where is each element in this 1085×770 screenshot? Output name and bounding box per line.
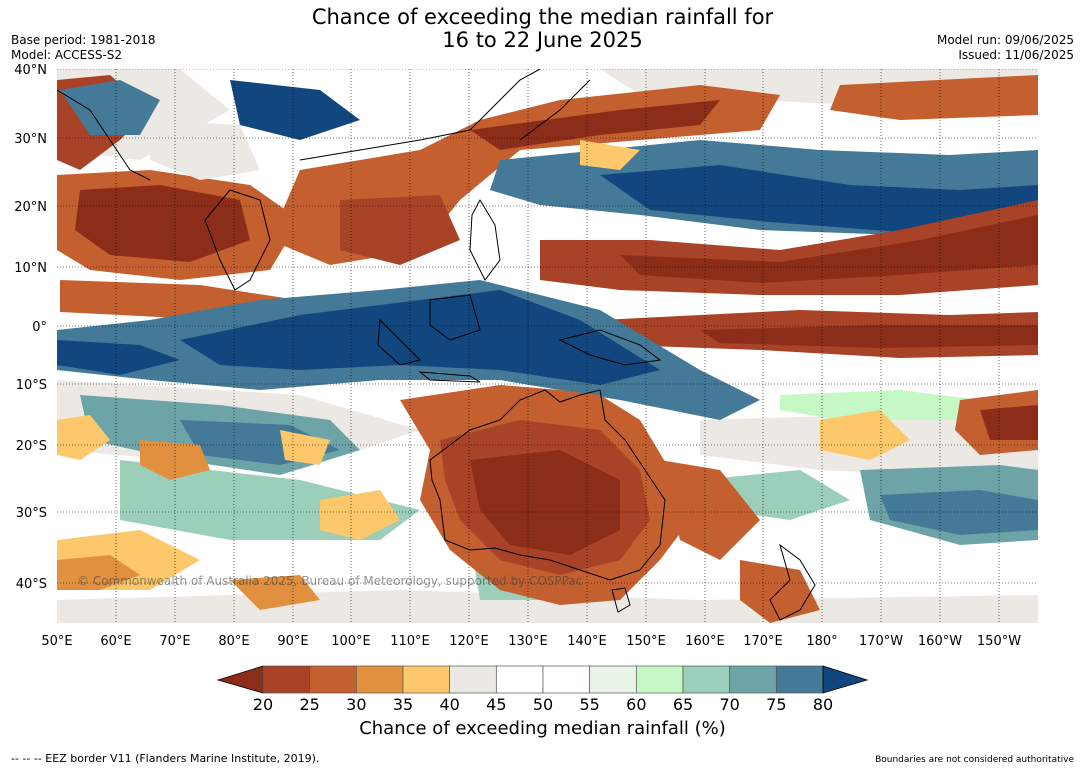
lon-label: 180° bbox=[806, 634, 837, 649]
longitude-labels: 50°E 60°E 70°E 80°E 90°E 100°E 110°E 120… bbox=[41, 634, 1021, 649]
japan-coastline bbox=[519, 79, 591, 141]
lat-label: 30°N bbox=[14, 132, 47, 147]
lon-label: 90°E bbox=[277, 634, 308, 649]
lon-label: 170°W bbox=[859, 634, 903, 649]
lat-label: 20°N bbox=[14, 200, 47, 215]
lon-label: 70°E bbox=[159, 634, 190, 649]
colorbar-band bbox=[355, 665, 404, 694]
sumatra-coastline bbox=[377, 318, 421, 366]
copyright-watermark: © Commonwealth of Australia 2025, Bureau… bbox=[77, 574, 583, 588]
colorbar-band bbox=[589, 665, 637, 694]
lon-label: 120°E bbox=[449, 634, 489, 649]
eez-border-note: -- -- -- EEZ border V11 (Flanders Marine… bbox=[11, 752, 320, 765]
colorbar-tick-label: 25 bbox=[299, 695, 319, 714]
model-run-text: Model run: 09/06/2025 bbox=[936, 33, 1074, 47]
colorbar-band bbox=[775, 665, 824, 694]
lon-label: 50°E bbox=[41, 634, 72, 649]
issued-text: Issued: 11/06/2025 bbox=[958, 48, 1074, 62]
colorbar-tick-label: 40 bbox=[439, 695, 459, 714]
lon-label: 160°W bbox=[918, 634, 962, 649]
map-panel bbox=[57, 69, 1038, 623]
colorbar-high-arrow bbox=[822, 665, 869, 694]
colorbar-tick-label: 65 bbox=[673, 695, 693, 714]
colorbar-band bbox=[449, 665, 497, 694]
coastlines bbox=[57, 69, 816, 621]
borneo-coastline bbox=[429, 294, 481, 341]
lon-label: 160°E bbox=[685, 634, 725, 649]
tasmania-coastline bbox=[611, 587, 631, 613]
colorbar-tick-label: 60 bbox=[626, 695, 646, 714]
colorbar-band bbox=[729, 665, 777, 694]
latitude-labels: 40°N 30°N 20°N 10°N 0° 10°S 20°S 30°S 40… bbox=[14, 63, 47, 592]
lat-label: 40°N bbox=[14, 63, 47, 78]
lat-label: 0° bbox=[32, 320, 47, 335]
colorbar-tick-label: 80 bbox=[813, 695, 833, 714]
colorbar-title: Chance of exceeding median rainfall (%) bbox=[359, 718, 726, 739]
lat-label: 40°S bbox=[16, 577, 47, 592]
lat-label: 10°N bbox=[14, 261, 47, 276]
australia-coastline bbox=[429, 389, 666, 581]
colorbar-band bbox=[635, 665, 684, 694]
lon-label: 130°E bbox=[508, 634, 548, 649]
lon-label: 80°E bbox=[218, 634, 249, 649]
lat-label: 30°S bbox=[16, 506, 47, 521]
lon-label: 150°W bbox=[977, 634, 1021, 649]
lon-label: 60°E bbox=[100, 634, 131, 649]
colorbar-tick-label: 20 bbox=[253, 695, 273, 714]
colorbar-low-arrow bbox=[216, 665, 264, 694]
new-zealand-coastline bbox=[769, 543, 816, 621]
colorbar-band bbox=[402, 665, 451, 694]
colorbar: 20 25 30 35 40 45 50 55 60 65 70 75 80 bbox=[216, 665, 869, 714]
colorbar-band bbox=[542, 665, 591, 694]
colorbar-tick-label: 70 bbox=[719, 695, 739, 714]
lon-label: 140°E bbox=[567, 634, 607, 649]
map-title-line1: Chance of exceeding the median rainfall … bbox=[311, 5, 774, 29]
lon-label: 100°E bbox=[331, 634, 371, 649]
lon-label: 110°E bbox=[390, 634, 430, 649]
colorbar-tick-label: 35 bbox=[393, 695, 413, 714]
graticule bbox=[57, 69, 1038, 623]
colorbar-tick-label: 45 bbox=[486, 695, 506, 714]
colorbar-band bbox=[309, 665, 357, 694]
base-period-text: Base period: 1981-2018 bbox=[11, 33, 156, 47]
philippines-coastline bbox=[469, 198, 501, 281]
arabia-coastline bbox=[57, 89, 151, 181]
colorbar-tick-label: 50 bbox=[533, 695, 553, 714]
colorbar-band bbox=[495, 665, 544, 694]
colorbar-band bbox=[262, 665, 311, 694]
rainfall-field bbox=[57, 69, 1038, 623]
model-text: Model: ACCESS-S2 bbox=[11, 48, 123, 62]
india-coastline bbox=[204, 189, 271, 291]
colorbar-tick-label: 55 bbox=[579, 695, 599, 714]
colorbar-tick-label: 75 bbox=[766, 695, 786, 714]
colorbar-tick-label: 30 bbox=[346, 695, 366, 714]
lat-label: 10°S bbox=[16, 378, 47, 393]
lon-label: 170°E bbox=[743, 634, 783, 649]
boundaries-disclaimer: Boundaries are not considered authoritat… bbox=[875, 755, 1074, 765]
new-guinea-coastline bbox=[558, 329, 662, 366]
lon-label: 150°E bbox=[626, 634, 666, 649]
lat-label: 20°S bbox=[16, 439, 47, 454]
map-title-line2: 16 to 22 June 2025 bbox=[442, 28, 643, 52]
java-coastline bbox=[418, 371, 481, 383]
colorbar-band bbox=[682, 665, 731, 694]
china-coastline bbox=[299, 69, 541, 161]
